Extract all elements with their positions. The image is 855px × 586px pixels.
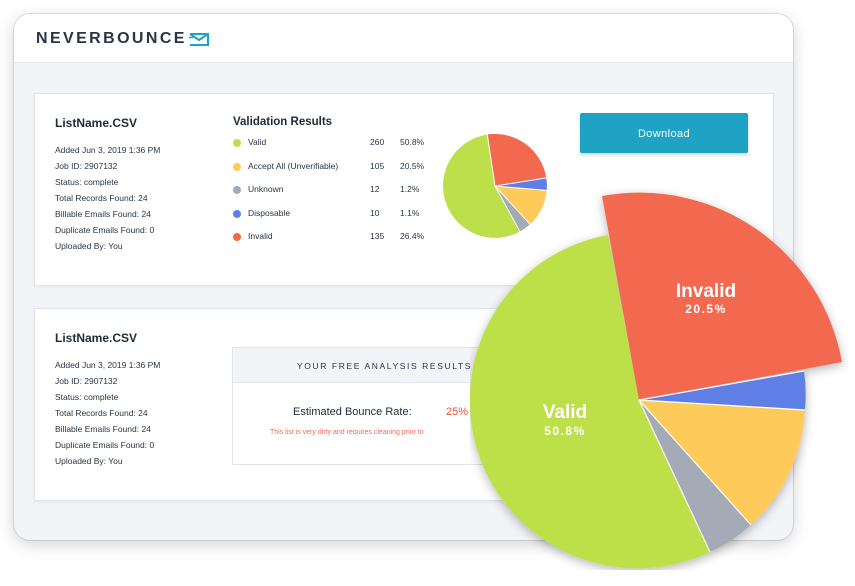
legend-dot <box>233 186 241 194</box>
bounce-rate-label: Estimated Bounce Rate: <box>293 406 412 418</box>
result-count: 10 <box>370 207 380 218</box>
result-count: 105 <box>370 160 385 171</box>
result-row-disposable: Disposable 10 1.1% <box>233 207 433 231</box>
result-count: 135 <box>370 231 385 241</box>
result-label: Invalid <box>248 231 273 241</box>
meta-status: Status: complete <box>55 392 119 402</box>
result-label: Valid <box>248 137 267 147</box>
meta-uploaded-by: Uploaded By: You <box>55 241 123 251</box>
meta-status: Status: complete <box>55 177 119 187</box>
legend-dot <box>233 233 241 241</box>
result-percent: 20.5% <box>400 160 425 171</box>
meta-added: Added Jun 3, 2019 1:36 PM <box>55 360 161 370</box>
callout-valid-percent: 50.8% <box>544 424 586 438</box>
pie-slice-disposable <box>495 177 547 191</box>
magnified-pie-callout: Invalid 20.5% Valid 50.8% <box>470 192 842 569</box>
results-pie-chart <box>443 134 547 238</box>
file-meta: ListName.CSV Added Jun 3, 2019 1:36 PM J… <box>55 331 160 469</box>
validation-results: Validation Results Valid 260 50.8% Accep… <box>233 116 433 254</box>
cleaning-warning: This list is very dirty and requires cle… <box>270 429 424 436</box>
brand-name: NEVERBOUNCE <box>36 30 187 47</box>
result-percent: 26.4% <box>400 231 425 241</box>
legend-dot <box>233 139 241 147</box>
pie-slice-accept-all <box>495 186 547 225</box>
meta-total-records: Total Records Found: 24 <box>55 193 148 203</box>
result-count: 12 <box>370 184 380 194</box>
callout-valid-label: Valid <box>543 402 587 423</box>
file-name: ListName.CSV <box>55 116 138 130</box>
file-name: ListName.CSV <box>55 331 138 345</box>
meta-billable-emails: Billable Emails Found: 24 <box>55 209 151 219</box>
download-button[interactable]: Download <box>580 113 748 153</box>
callout-slice-invalid <box>602 192 842 400</box>
validation-title: Validation Results <box>233 116 333 128</box>
result-row-valid: Valid 260 50.8% <box>233 136 433 160</box>
file-meta: ListName.CSV Added Jun 3, 2019 1:36 PM J… <box>55 116 160 254</box>
callout-slice-unknown <box>639 400 751 552</box>
callout-slice-accept-all <box>639 400 805 525</box>
result-percent: 1.2% <box>400 184 420 194</box>
result-label: Unknown <box>248 184 284 194</box>
app-header: NEVERBOUNCE <box>14 14 793 63</box>
result-percent: 50.8% <box>400 137 425 147</box>
brand-logo[interactable]: NEVERBOUNCE <box>36 30 209 48</box>
result-row-accept-all: Accept All (Unverifiable) 105 20.5% <box>233 160 433 184</box>
meta-duplicate-emails: Duplicate Emails Found: 0 <box>55 225 155 235</box>
pie-slice-unknown <box>495 186 531 232</box>
callout-invalid-label: Invalid <box>676 281 736 302</box>
legend-dot <box>233 162 241 171</box>
result-label: Accept All (Unverifiable) <box>248 160 339 171</box>
meta-added: Added Jun 3, 2019 1:36 PM <box>55 145 161 155</box>
result-label: Disposable <box>248 207 291 218</box>
result-count: 260 <box>370 137 385 147</box>
meta-duplicate-emails: Duplicate Emails Found: 0 <box>55 440 155 450</box>
meta-billable-emails: Billable Emails Found: 24 <box>55 424 151 434</box>
pie-slice-invalid <box>487 134 547 186</box>
result-row-invalid: Invalid 135 26.4% <box>233 230 433 254</box>
envelope-icon <box>188 32 209 46</box>
meta-job-id: Job ID: 2907132 <box>55 161 118 171</box>
legend-dot <box>233 209 241 218</box>
pie-slice-valid <box>443 134 520 238</box>
callout-slice-valid <box>470 235 710 569</box>
meta-job-id: Job ID: 2907132 <box>55 376 118 386</box>
bounce-rate-value: 25% <box>446 406 469 418</box>
callout-invalid-percent: 20.5% <box>685 302 727 316</box>
result-row-unknown: Unknown 12 1.2% <box>233 183 433 207</box>
callout-slice-disposable <box>639 371 806 410</box>
meta-uploaded-by: Uploaded By: You <box>55 456 123 466</box>
result-percent: 1.1% <box>400 207 420 218</box>
meta-total-records: Total Records Found: 24 <box>55 408 148 418</box>
